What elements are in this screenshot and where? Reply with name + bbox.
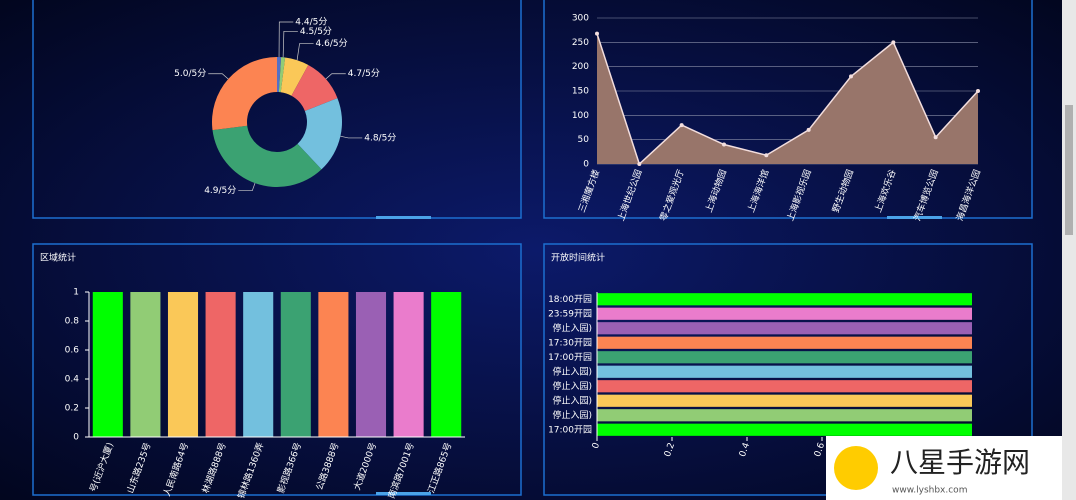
point (764, 153, 769, 158)
bar (130, 292, 161, 437)
pie-slice (212, 125, 322, 188)
slice-label: 4.8/5分 (364, 132, 396, 143)
y-tick-label: 停止入园) (552, 409, 592, 421)
watermark-logo (834, 446, 878, 490)
panel (32, 0, 522, 219)
x-tick-label: 0.6 (813, 441, 827, 458)
point (806, 127, 811, 132)
slice-label: 4.9/5分 (204, 185, 236, 196)
point (976, 89, 980, 93)
bar (243, 292, 274, 437)
y-tick-label: 17:00开园 (548, 352, 592, 363)
watermark: 八星手游网 www.lyshbx.com (826, 436, 1062, 500)
y-tick-label: 300 (572, 14, 589, 24)
panel (32, 243, 522, 496)
bar (280, 292, 311, 437)
watermark-title: 八星手游网 (890, 446, 1030, 479)
point (849, 74, 853, 79)
point (637, 162, 642, 166)
y-tick-label: 150 (572, 87, 589, 97)
bar (318, 292, 349, 437)
bar (597, 336, 972, 349)
bar (597, 307, 972, 320)
bar (431, 292, 462, 437)
y-tick-label: 停止入园) (552, 322, 592, 334)
slice-label: 4.4/5分 (295, 17, 327, 28)
pie-slice (278, 57, 286, 93)
panel (543, 0, 1033, 219)
scrollbar-thumb[interactable] (1065, 105, 1073, 235)
chart-title: 开放时间统计 (551, 252, 605, 264)
bar (92, 292, 123, 437)
y-tick-label: 100 (572, 111, 589, 121)
slice-label: 4.6/5分 (316, 38, 348, 49)
pie-slice (297, 98, 343, 170)
bar (393, 292, 424, 437)
y-tick-label: 17:00开园 (548, 424, 592, 435)
y-tick-label: 23:59开园 (548, 308, 592, 319)
label-line (278, 21, 294, 58)
y-tick-label: 0 (583, 160, 589, 170)
label-line (282, 30, 298, 58)
y-tick-label: 停止入园) (552, 365, 592, 377)
pie-slice (277, 57, 282, 93)
bar (597, 351, 972, 364)
x-tick-label: 0.2 (663, 441, 677, 458)
label-line (238, 183, 256, 192)
scroll-indicator (887, 216, 942, 219)
x-tick-label: 0.4 (738, 441, 752, 458)
slice-label: 4.5/5分 (300, 26, 332, 37)
y-tick-label: 0.6 (65, 346, 80, 356)
point (679, 123, 684, 128)
point (595, 31, 599, 36)
pie-slice (280, 57, 309, 96)
panel (543, 243, 1033, 496)
y-tick-label: 50 (578, 135, 590, 145)
y-tick-label: 停止入园) (552, 394, 592, 406)
y-tick-label: 0.4 (65, 375, 80, 385)
y-tick-label: 0 (73, 433, 79, 443)
bar (597, 380, 972, 393)
watermark-url: www.lyshbx.com (892, 486, 967, 496)
y-tick-label: 250 (572, 38, 589, 48)
y-tick-label: 200 (572, 62, 589, 72)
label-line (208, 73, 229, 80)
pie-slice (291, 65, 338, 111)
bar (167, 292, 199, 437)
line (596, 33, 979, 166)
scroll-indicator (376, 216, 431, 219)
x-tick-label: 0 (591, 441, 602, 450)
point (933, 135, 938, 140)
bar (597, 293, 972, 306)
label-line (296, 43, 314, 61)
label-line (340, 135, 363, 139)
slice-label: 4.7/5分 (348, 68, 380, 79)
label-line (325, 73, 346, 80)
y-tick-label: 停止入园) (552, 380, 592, 392)
pie-slice (212, 57, 277, 131)
chart-title: 区域统计 (40, 252, 76, 264)
bar (597, 322, 972, 335)
scrollbar[interactable] (1062, 0, 1076, 500)
bar (597, 423, 972, 436)
slice-label: 5.0/5分 (174, 68, 206, 79)
bar (205, 292, 236, 437)
y-tick-label: 18:00开园 (548, 294, 592, 305)
point (891, 40, 896, 45)
y-tick-label: 17:30开园 (548, 337, 592, 348)
y-tick-label: 0.2 (65, 404, 79, 414)
y-tick-label: 0.8 (65, 317, 80, 327)
bar (597, 365, 972, 378)
y-tick-label: 1 (73, 288, 79, 298)
bar (355, 292, 387, 437)
bar (597, 394, 972, 407)
bar (597, 409, 972, 422)
scroll-indicator (376, 492, 431, 495)
point (722, 142, 726, 147)
area (597, 33, 978, 164)
